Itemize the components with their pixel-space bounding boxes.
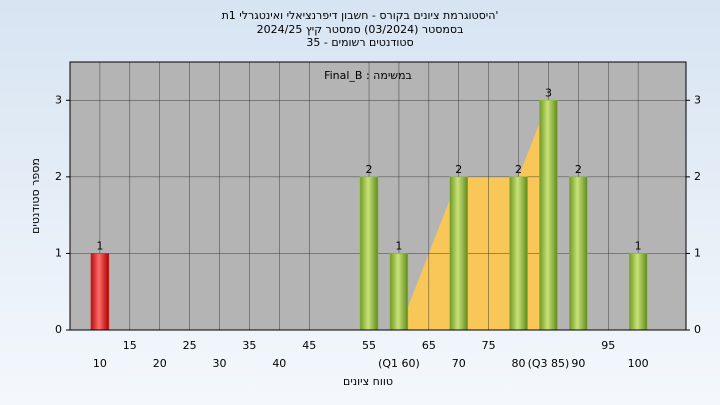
- annotation: Final_B : במשימה: [324, 69, 412, 82]
- bar: [509, 176, 528, 331]
- data-label: 1: [96, 239, 103, 252]
- y-tick-label: 0: [694, 323, 701, 336]
- x-tick-label: 55: [362, 339, 376, 352]
- data-label: 2: [515, 163, 522, 176]
- bar: [90, 253, 110, 331]
- y-axis-label: מספר סטודנטים: [29, 158, 42, 234]
- y-tick-label: 2: [55, 170, 62, 183]
- x-tick-label: 75: [482, 339, 496, 352]
- data-label: 2: [575, 163, 582, 176]
- x-tick-label: 100: [628, 357, 649, 370]
- x-tick-label: 65: [422, 339, 436, 352]
- subtitle: בסמסטר (03/2024) סמסטר קיץ 2024/25: [257, 23, 464, 36]
- subtitle: סטודנטים רשומים - 35: [306, 36, 413, 49]
- data-label: 1: [635, 239, 642, 252]
- bar: [569, 176, 588, 331]
- x-tick-label: 30: [213, 357, 227, 370]
- x-tick-label: 15: [123, 339, 137, 352]
- x-tick-label: 95: [601, 339, 615, 352]
- x-tick-label: 70: [452, 357, 466, 370]
- y-tick-label: 3: [55, 93, 62, 106]
- chart-title: היסטוגרמת ציונים בקורס - חשבון דיפרנציאל…: [222, 9, 499, 22]
- y-tick-label: 3: [694, 93, 701, 106]
- y-tick-label: 1: [55, 246, 62, 259]
- bar: [449, 176, 468, 331]
- x-tick-label: 40: [272, 357, 286, 370]
- data-label: 2: [455, 163, 462, 176]
- y-tick-label: 1: [694, 246, 701, 259]
- data-label: 3: [545, 86, 552, 99]
- x-tick-label: 80: [512, 357, 526, 370]
- x-tick-label: (Q3 85): [528, 357, 570, 370]
- x-tick-label: 20: [153, 357, 167, 370]
- x-tick-label: 45: [302, 339, 316, 352]
- y-tick-label: 0: [55, 323, 62, 336]
- y-tick-label: 2: [694, 170, 701, 183]
- data-label: 2: [366, 163, 373, 176]
- plot-border: [69, 61, 687, 331]
- bar: [539, 100, 558, 331]
- bar: [628, 253, 648, 331]
- data-label: 1: [395, 239, 402, 252]
- bar: [359, 176, 379, 331]
- x-tick-label: (Q1 60): [378, 357, 420, 370]
- x-tick-label: 35: [242, 339, 256, 352]
- x-tick-label: 10: [93, 357, 107, 370]
- x-tick-label: 90: [571, 357, 585, 370]
- bar: [389, 253, 409, 331]
- x-axis-label: טווח ציונים: [343, 375, 393, 388]
- x-tick-label: 25: [183, 339, 197, 352]
